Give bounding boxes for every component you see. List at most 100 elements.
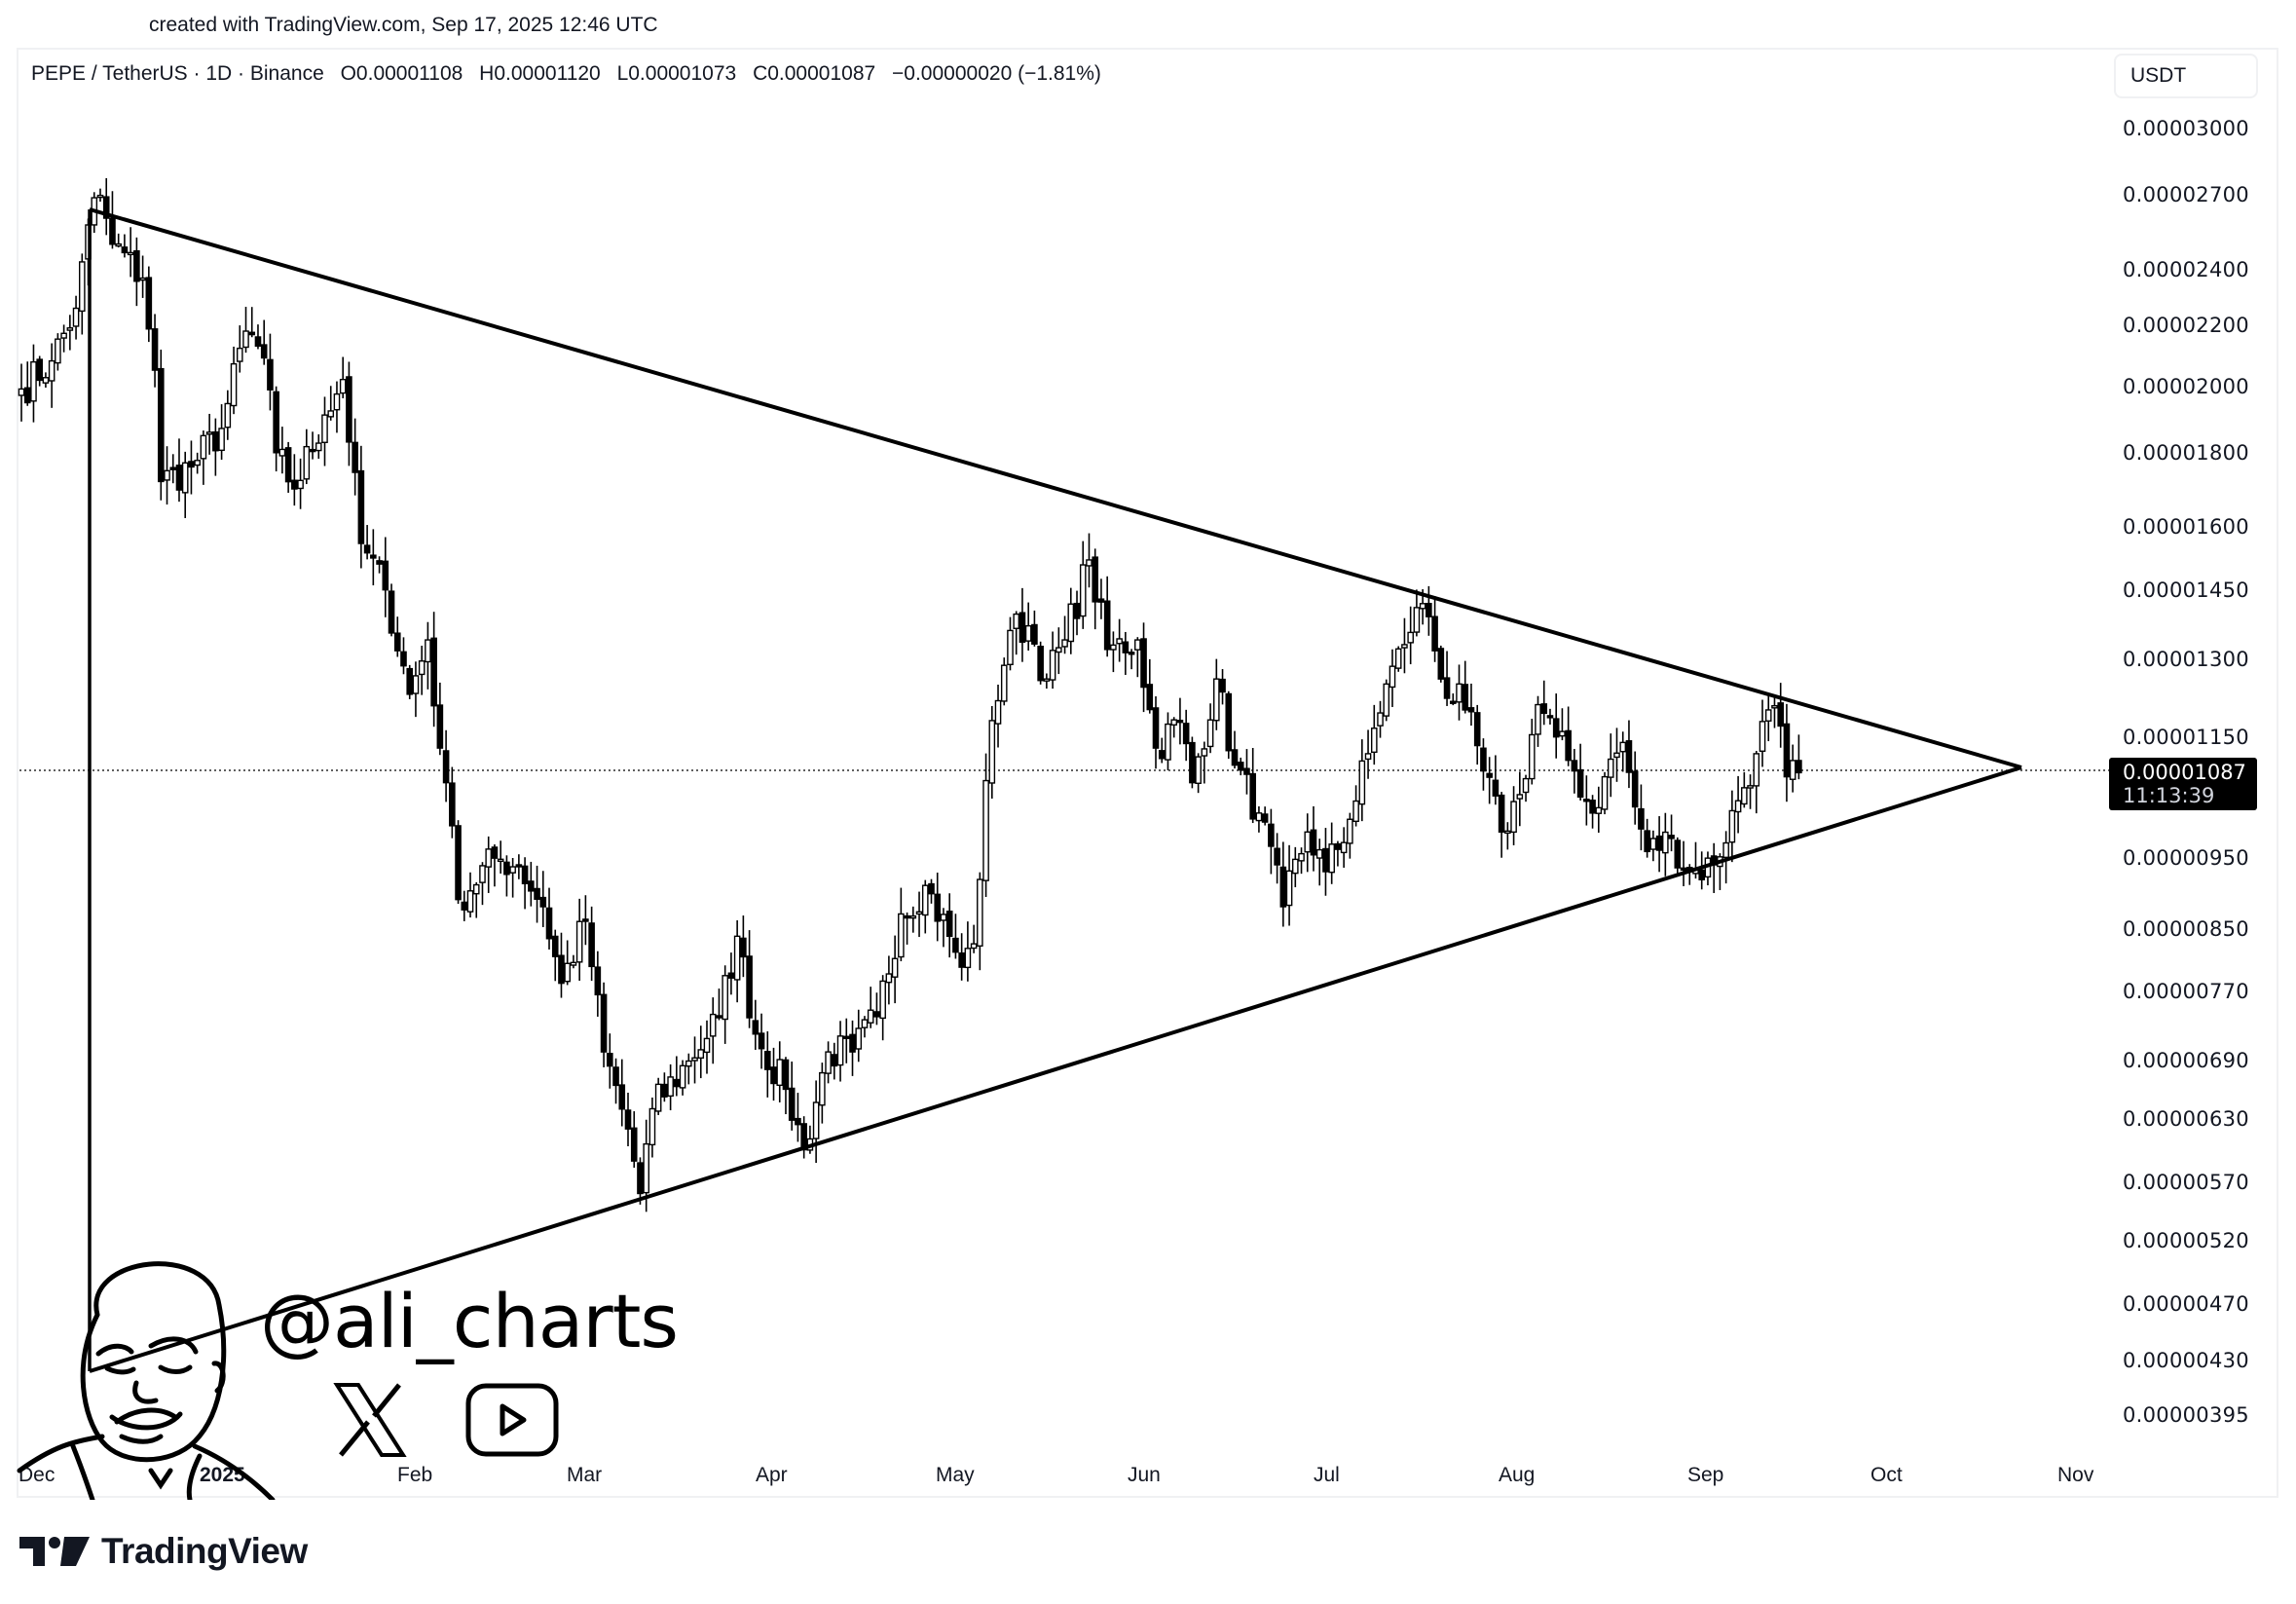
candle — [1504, 830, 1511, 835]
candle — [388, 590, 395, 634]
price-tick-label: 0.00002000 — [2123, 375, 2249, 398]
price-tick-label: 0.00003000 — [2123, 117, 2249, 140]
candle — [570, 961, 577, 966]
ohlc-open: O0.00001108 — [340, 62, 463, 85]
ascending-support-trendline[interactable] — [89, 765, 2022, 1373]
candle — [1522, 777, 1530, 794]
candle — [1789, 760, 1796, 780]
currency-button[interactable]: USDT — [2114, 54, 2258, 98]
price-tick-label: 0.00001800 — [2123, 441, 2249, 465]
candle — [151, 328, 159, 371]
candle — [1607, 758, 1614, 778]
candle — [1328, 843, 1335, 874]
candle — [1680, 867, 1687, 872]
candle — [1449, 700, 1457, 704]
descending-resistance-trendline[interactable] — [89, 207, 2022, 769]
candle — [1535, 703, 1541, 735]
candle — [1668, 835, 1675, 839]
candle — [205, 431, 213, 435]
chart-frame — [17, 48, 2278, 1498]
candle — [740, 937, 747, 958]
candle — [278, 448, 286, 457]
candle — [1201, 748, 1208, 757]
candle — [1243, 767, 1250, 775]
candle — [1195, 756, 1202, 784]
candle — [472, 883, 480, 895]
candle — [339, 378, 347, 394]
candle — [1389, 665, 1396, 689]
candle — [836, 1035, 844, 1066]
candle — [1146, 684, 1154, 711]
candle — [376, 560, 383, 565]
candle — [685, 1060, 692, 1067]
candle — [545, 907, 553, 940]
candle — [618, 1084, 626, 1110]
candle — [327, 410, 335, 418]
candle — [357, 469, 365, 544]
candle — [970, 943, 978, 950]
price-tick-label: 0.00000690 — [2123, 1049, 2249, 1072]
candle — [891, 957, 899, 978]
candle — [564, 962, 571, 983]
candle — [1134, 639, 1141, 651]
candle — [1128, 652, 1135, 655]
candle — [1268, 823, 1275, 847]
candle — [1237, 762, 1244, 771]
time-tick-label: Mar — [567, 1464, 603, 1486]
candle — [630, 1127, 638, 1162]
candle — [1206, 719, 1214, 748]
candle-countdown: 11:13:39 — [2123, 784, 2215, 807]
time-tick-label: Apr — [756, 1464, 788, 1486]
candle — [23, 387, 31, 404]
candle — [795, 1117, 801, 1126]
candle — [188, 461, 195, 468]
time-tick-label: Sep — [1687, 1464, 1724, 1486]
candle — [1255, 812, 1263, 822]
candle — [1364, 753, 1372, 761]
candle — [528, 880, 535, 892]
candle — [60, 332, 67, 339]
price-tick-label: 0.00002400 — [2123, 258, 2249, 281]
price-tick-label: 0.00001600 — [2123, 515, 2249, 539]
candle — [1000, 664, 1008, 702]
candle — [1492, 779, 1500, 797]
candle — [66, 327, 74, 331]
candle — [1176, 720, 1184, 724]
candle — [1771, 705, 1778, 709]
candle — [400, 651, 407, 667]
candle — [691, 1057, 698, 1062]
candle — [1018, 612, 1026, 644]
price-tick-label: 0.00000850 — [2123, 917, 2249, 941]
symbol-name[interactable]: PEPE / TetherUS · 1D · Binance — [31, 62, 324, 85]
candle — [333, 392, 341, 411]
price-tick-label: 0.00002200 — [2123, 314, 2249, 337]
candle — [1261, 813, 1269, 823]
candle — [382, 560, 389, 591]
candle — [782, 1059, 790, 1091]
youtube-icon[interactable] — [465, 1383, 559, 1457]
candle — [1565, 729, 1572, 762]
candle — [1049, 650, 1056, 681]
x-logo-icon[interactable] — [331, 1381, 409, 1459]
candle — [1625, 740, 1633, 773]
candle — [1528, 733, 1536, 780]
candle — [612, 1066, 619, 1087]
candle — [1644, 830, 1650, 853]
candle — [1589, 800, 1596, 814]
candle — [977, 878, 983, 947]
candle — [1764, 709, 1772, 722]
candle — [284, 447, 292, 483]
symbol-legend: PEPE / TetherUS · 1D · Binance O0.000011… — [31, 62, 1112, 86]
candle — [812, 1101, 820, 1139]
candle — [291, 479, 298, 490]
candle — [722, 975, 728, 1021]
candle — [1340, 841, 1348, 854]
candle — [1140, 638, 1147, 689]
candle — [393, 632, 401, 652]
candle — [945, 911, 953, 938]
candle — [109, 217, 116, 245]
current-price-value: 0.00001087 — [2123, 761, 2246, 784]
candle — [309, 448, 316, 453]
tradingview-brand[interactable]: TradingView — [19, 1531, 308, 1572]
